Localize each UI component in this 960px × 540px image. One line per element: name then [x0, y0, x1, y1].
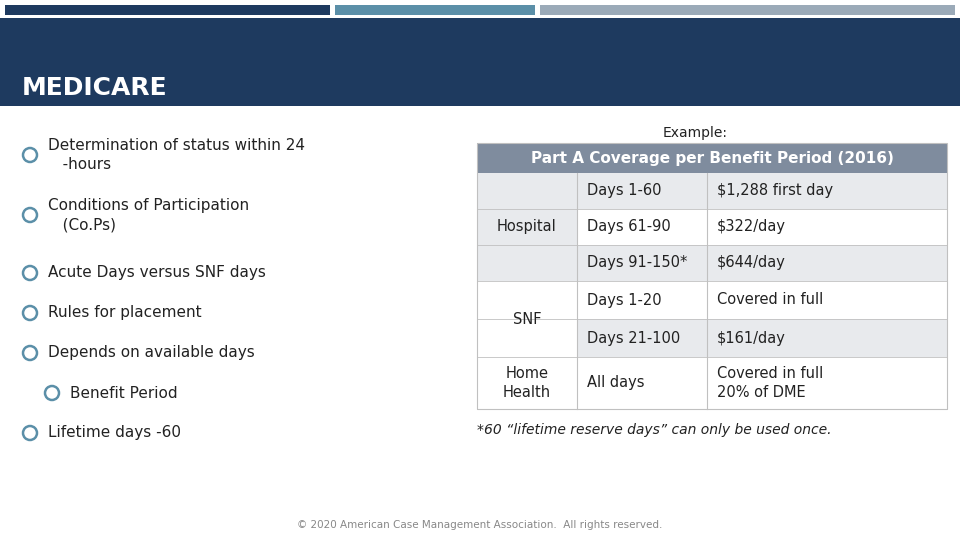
Text: Covered in full
20% of DME: Covered in full 20% of DME [717, 366, 824, 400]
Bar [477, 209, 947, 245]
Text: Rules for placement: Rules for placement [48, 306, 202, 321]
Bar [0, 18, 960, 106]
Circle shape [23, 148, 37, 162]
Text: Covered in full: Covered in full [717, 293, 824, 307]
Text: Depends on available days: Depends on available days [48, 346, 254, 361]
Circle shape [45, 386, 59, 400]
Circle shape [23, 346, 37, 360]
Text: Example:: Example: [662, 126, 728, 140]
Circle shape [23, 266, 37, 280]
Bar [477, 357, 577, 409]
Text: Determination of status within 24
   -hours: Determination of status within 24 -hours [48, 138, 305, 172]
Bar [477, 143, 947, 173]
Text: Days 1-60: Days 1-60 [587, 184, 661, 199]
Text: Benefit Period: Benefit Period [70, 386, 178, 401]
Circle shape [23, 306, 37, 320]
Circle shape [23, 426, 37, 440]
Text: MEDICARE: MEDICARE [22, 76, 168, 100]
Bar [477, 281, 577, 357]
Text: Hospital: Hospital [497, 219, 557, 234]
Text: All days: All days [587, 375, 644, 390]
Text: Lifetime days -60: Lifetime days -60 [48, 426, 181, 441]
Bar [335, 5, 535, 15]
Text: Days 91-150*: Days 91-150* [587, 255, 687, 271]
Bar [540, 5, 955, 15]
Bar [477, 357, 947, 409]
Bar [477, 245, 947, 281]
Text: $1,288 first day: $1,288 first day [717, 184, 833, 199]
Text: Days 61-90: Days 61-90 [587, 219, 671, 234]
Bar [477, 143, 947, 409]
Circle shape [23, 208, 37, 222]
Text: Part A Coverage per Benefit Period (2016): Part A Coverage per Benefit Period (2016… [531, 151, 894, 165]
Text: © 2020 American Case Management Association.  All rights reserved.: © 2020 American Case Management Associat… [298, 520, 662, 530]
Text: Days 1-20: Days 1-20 [587, 293, 661, 307]
Text: $644/day: $644/day [717, 255, 786, 271]
Text: Home
Health: Home Health [503, 366, 551, 400]
Text: $322/day: $322/day [717, 219, 786, 234]
Text: SNF: SNF [513, 312, 541, 327]
Bar [477, 281, 947, 319]
Text: Days 21-100: Days 21-100 [587, 330, 681, 346]
Bar [477, 173, 577, 281]
Bar [477, 173, 947, 209]
Text: Acute Days versus SNF days: Acute Days versus SNF days [48, 266, 266, 280]
Text: *60 “lifetime reserve days” can only be used once.: *60 “lifetime reserve days” can only be … [477, 423, 831, 437]
Bar [5, 5, 330, 15]
Bar [477, 319, 947, 357]
Text: Conditions of Participation
   (Co.Ps): Conditions of Participation (Co.Ps) [48, 198, 250, 232]
Text: $161/day: $161/day [717, 330, 786, 346]
